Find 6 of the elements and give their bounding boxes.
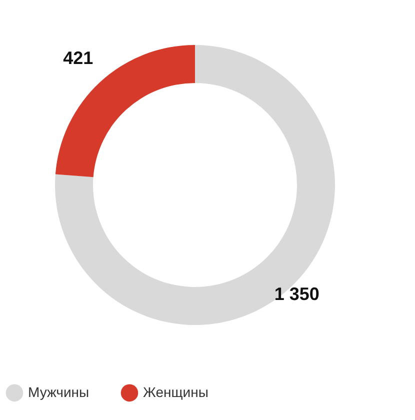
donut-slice [55, 45, 335, 325]
data-label: 1 350 [274, 284, 320, 304]
legend-label: Мужчины [28, 384, 90, 400]
donut-slice [55, 45, 195, 178]
legend-label: Женщины [143, 384, 208, 400]
data-label: 421 [63, 48, 94, 68]
